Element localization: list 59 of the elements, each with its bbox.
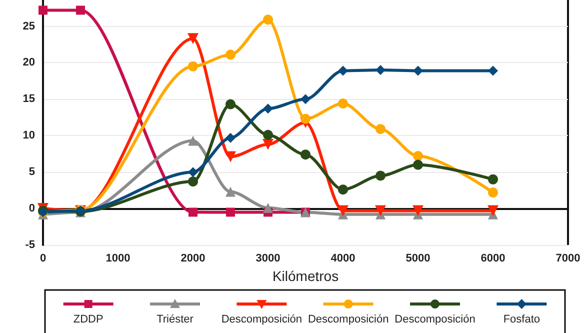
point xyxy=(226,132,236,143)
x-tick-label: 0 xyxy=(40,252,46,264)
x-axis-title: Kilómetros xyxy=(272,268,339,284)
x-tick-label: 5000 xyxy=(406,252,430,264)
point xyxy=(263,202,273,213)
point xyxy=(376,170,386,181)
point xyxy=(188,136,198,146)
point xyxy=(226,50,236,60)
point xyxy=(226,208,235,217)
x-tick-label: 4000 xyxy=(330,252,356,264)
point xyxy=(412,205,424,216)
point xyxy=(188,167,198,178)
point xyxy=(488,66,498,76)
point xyxy=(188,208,198,217)
legend-label: Descomposición xyxy=(221,314,302,326)
point xyxy=(488,205,498,216)
x-tick-label: 1000 xyxy=(106,252,130,264)
point xyxy=(488,188,498,198)
point xyxy=(188,33,198,44)
x-tick-label: 3000 xyxy=(256,252,280,264)
y-tick-label: 25 xyxy=(22,20,35,32)
y-tick-label: 0 xyxy=(28,202,35,215)
point xyxy=(375,205,386,216)
legend-label: ZDDP xyxy=(73,314,104,326)
point xyxy=(263,14,273,25)
legend-label: Triéster xyxy=(156,314,194,326)
point xyxy=(38,6,48,15)
legend-label: Descomposición xyxy=(308,314,389,326)
y-tick-label: 20 xyxy=(22,56,35,69)
point xyxy=(226,99,236,110)
point xyxy=(300,94,310,104)
point xyxy=(413,151,423,162)
point xyxy=(188,176,198,187)
point xyxy=(300,114,310,124)
point xyxy=(413,66,423,76)
legend-label: Descomposición xyxy=(394,314,476,326)
point xyxy=(376,124,386,134)
point xyxy=(488,174,498,184)
point xyxy=(300,150,310,160)
point xyxy=(338,66,348,76)
legend-label: Fosfato xyxy=(503,314,540,326)
point xyxy=(376,65,386,75)
point xyxy=(226,186,236,197)
point xyxy=(76,6,85,15)
y-tick-label: 10 xyxy=(22,130,35,142)
point xyxy=(338,98,348,109)
y-tick-label: 15 xyxy=(22,93,35,106)
point xyxy=(338,184,348,195)
point xyxy=(263,130,273,140)
x-tick-label: 2000 xyxy=(180,252,206,264)
y-tick-label: -5 xyxy=(25,239,35,251)
point xyxy=(338,205,348,216)
y-tick-label: 5 xyxy=(28,166,35,178)
point xyxy=(413,160,423,170)
x-tick-label: 6000 xyxy=(480,252,506,264)
point xyxy=(262,138,274,150)
point xyxy=(263,104,273,114)
x-tick-label: 7000 xyxy=(556,252,580,264)
point xyxy=(188,61,198,72)
